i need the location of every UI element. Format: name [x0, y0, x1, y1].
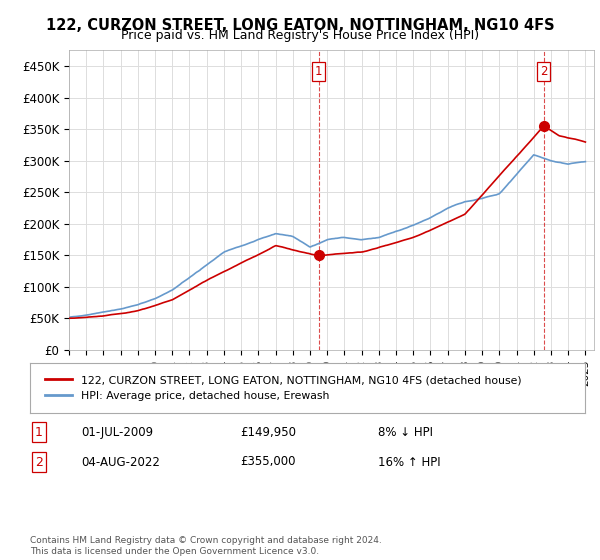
- Text: 2: 2: [540, 65, 547, 78]
- Legend: 122, CURZON STREET, LONG EATON, NOTTINGHAM, NG10 4FS (detached house), HPI: Aver: 122, CURZON STREET, LONG EATON, NOTTINGH…: [41, 371, 526, 405]
- Text: 122, CURZON STREET, LONG EATON, NOTTINGHAM, NG10 4FS: 122, CURZON STREET, LONG EATON, NOTTINGH…: [46, 18, 554, 33]
- Text: 16% ↑ HPI: 16% ↑ HPI: [378, 455, 440, 469]
- Text: 1: 1: [315, 65, 322, 78]
- Text: 01-JUL-2009: 01-JUL-2009: [81, 426, 153, 439]
- Text: 2: 2: [35, 455, 43, 469]
- Text: 04-AUG-2022: 04-AUG-2022: [81, 455, 160, 469]
- Text: Contains HM Land Registry data © Crown copyright and database right 2024.
This d: Contains HM Land Registry data © Crown c…: [30, 536, 382, 556]
- Text: Price paid vs. HM Land Registry's House Price Index (HPI): Price paid vs. HM Land Registry's House …: [121, 29, 479, 42]
- Text: £355,000: £355,000: [240, 455, 296, 469]
- Text: £149,950: £149,950: [240, 426, 296, 439]
- Text: 1: 1: [35, 426, 43, 439]
- Text: 8% ↓ HPI: 8% ↓ HPI: [378, 426, 433, 439]
